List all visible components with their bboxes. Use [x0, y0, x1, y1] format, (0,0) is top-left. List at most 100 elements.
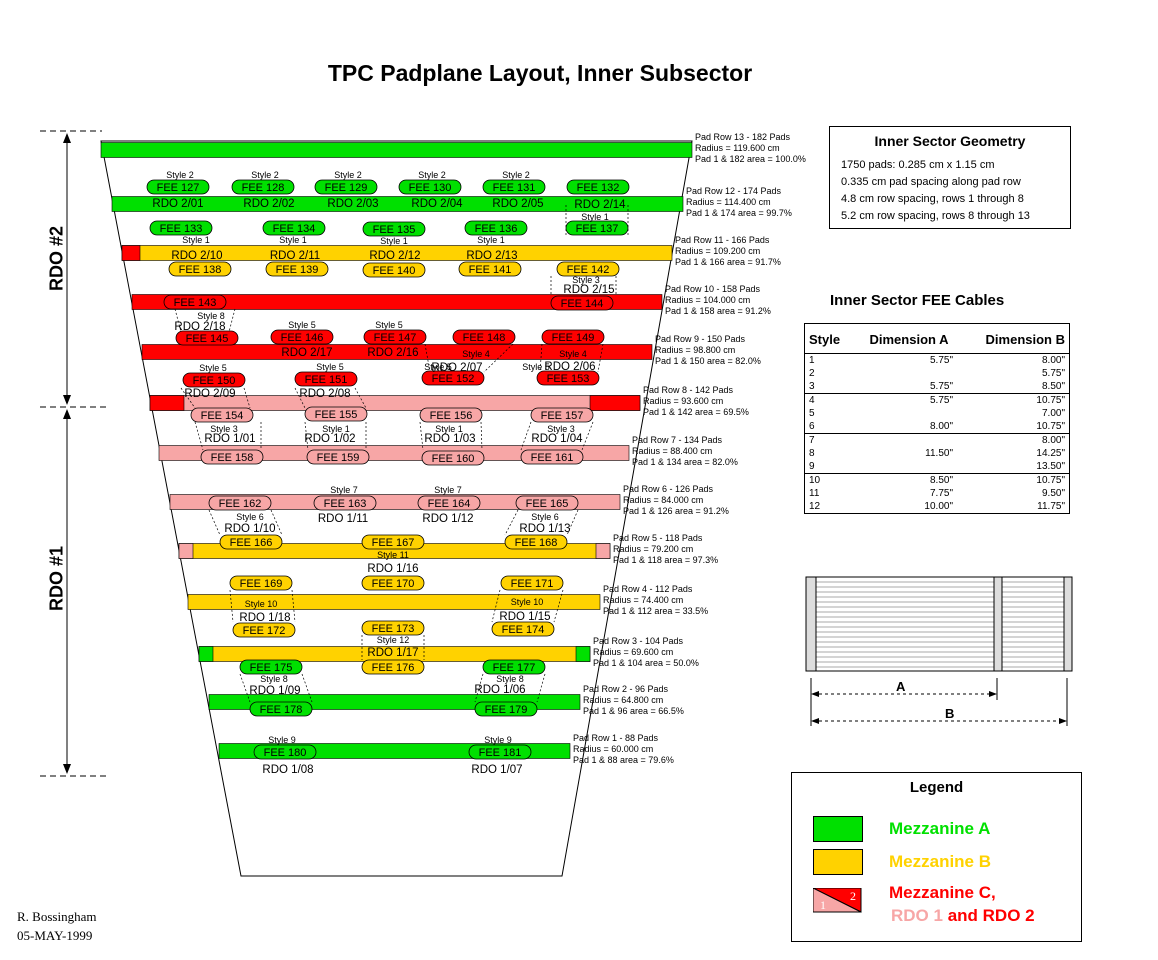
pad-row-right-end [575, 646, 591, 662]
fee-card[interactable]: FEE 166 [219, 534, 283, 550]
fee-card[interactable]: FEE 176 [361, 659, 425, 675]
fee-label: FEE 130 [409, 182, 452, 194]
fee-label: FEE 128 [242, 182, 285, 194]
fee-card[interactable]: FEE 127 [146, 179, 210, 195]
fee-card[interactable]: FEE 131 [482, 179, 546, 195]
fee-link [194, 421, 204, 451]
rdo-label: RDO 1/15 [499, 611, 550, 623]
fee-card[interactable]: FEE 130 [398, 179, 462, 195]
fee-link [243, 387, 251, 409]
rdo2-side-label: RDO #2 [46, 225, 67, 292]
legend-title: Legend [909, 779, 964, 796]
fee-card[interactable]: FEE 162 [208, 495, 272, 511]
legend-swatch-c: 1 2 [813, 888, 862, 913]
style-label: Style 3 [210, 424, 238, 434]
fee-card[interactable]: FEE 167 [361, 534, 425, 550]
fee-card[interactable]: FEE 173 [361, 620, 425, 636]
fee-card[interactable]: FEE 128 [231, 179, 295, 195]
fee-card[interactable]: FEE 144 [550, 295, 614, 311]
fee-card[interactable]: FEE 142 [556, 261, 620, 277]
fee-card[interactable]: FEE 148 [452, 329, 516, 345]
style-label: Style 6 [531, 512, 559, 522]
fee-card[interactable]: FEE 153 [536, 370, 600, 386]
fee-card[interactable]: FEE 155 [304, 406, 368, 422]
fee-card[interactable]: FEE 181 [468, 744, 532, 760]
fee-card[interactable]: FEE 158 [200, 449, 264, 465]
fee-card[interactable]: FEE 134 [262, 220, 326, 236]
fee-card[interactable]: FEE 178 [249, 701, 313, 717]
cables-style: 10 [805, 473, 853, 487]
fee-card[interactable]: FEE 151 [294, 371, 358, 387]
fee-card[interactable]: FEE 180 [253, 744, 317, 760]
fee-card[interactable]: FEE 152 [421, 370, 485, 386]
fee-card[interactable]: FEE 168 [504, 534, 568, 550]
row-info-line: Radius = 60.000 cm [573, 744, 654, 754]
fee-card[interactable]: FEE 161 [520, 449, 584, 465]
legend-and: and [942, 906, 983, 925]
fee-card[interactable]: FEE 143 [163, 294, 227, 310]
fee-card[interactable]: FEE 135 [362, 221, 426, 237]
row-info-11: Pad Row 11 - 166 Pads Radius = 109.200 cm… [675, 235, 781, 268]
fee-card[interactable]: FEE 138 [168, 261, 232, 277]
rdo-label: RDO 1/01 [204, 433, 255, 445]
fee-card[interactable]: FEE 175 [239, 659, 303, 675]
fee-card[interactable]: FEE 141 [458, 261, 522, 277]
style-label: Style 1 [182, 235, 210, 245]
rdo-label: RDO 2/06 [544, 361, 595, 373]
fee-card[interactable]: FEE 154 [190, 407, 254, 423]
fee-card[interactable]: FEE 163 [313, 495, 377, 511]
row-info-line: Pad 1 & 96 area = 66.5% [583, 706, 684, 716]
fee-card[interactable]: FEE 157 [530, 407, 594, 423]
fee-card[interactable]: FEE 150 [182, 372, 246, 388]
fee-card[interactable]: FEE 132 [566, 179, 630, 195]
legend-rdo1: RDO 1 [891, 906, 943, 925]
row-info-line: Pad 1 & 134 area = 82.0% [632, 457, 738, 467]
fee-card[interactable]: FEE 179 [474, 701, 538, 717]
cables-dim-a: 5.75" [853, 393, 965, 407]
fee-card[interactable]: FEE 136 [464, 220, 528, 236]
rdo-label: RDO 2/15 [563, 284, 614, 296]
fee-card[interactable]: FEE 149 [541, 329, 605, 345]
style-label: Style 4 [462, 349, 490, 359]
pad-row-left-end [198, 646, 214, 662]
row-info-line: Radius = 88.400 cm [632, 446, 713, 456]
row-info-line: Pad Row 2 - 96 Pads [583, 684, 669, 694]
row-info-line: Pad Row 13 - 182 Pads [695, 132, 791, 142]
fee-card[interactable]: FEE 165 [515, 495, 579, 511]
fee-card[interactable]: FEE 172 [232, 622, 296, 638]
fee-card[interactable]: FEE 145 [175, 330, 239, 346]
cables-dim-b: 5.75" [1041, 368, 1065, 379]
fee-card[interactable]: FEE 171 [500, 575, 564, 591]
rdo-label: RDO 2/13 [466, 250, 517, 262]
fee-card[interactable]: FEE 170 [361, 575, 425, 591]
rdo-label: RDO 2/02 [243, 198, 294, 210]
fee-label: FEE 169 [240, 578, 283, 590]
cables-style: 3 [809, 381, 815, 392]
fee-link [291, 589, 296, 623]
fee-card[interactable]: FEE 159 [306, 449, 370, 465]
fee-card[interactable]: FEE 139 [265, 261, 329, 277]
rdo-label: RDO 2/16 [367, 347, 418, 359]
geometry-box: Inner Sector Geometry 1750 pads: 0.285 c… [829, 126, 1071, 229]
fee-card[interactable]: FEE 147 [363, 329, 427, 345]
fee-card[interactable]: FEE 133 [149, 220, 213, 236]
cables-style: 9 [809, 461, 815, 472]
cables-dim-a [853, 367, 965, 380]
fee-card[interactable]: FEE 140 [362, 262, 426, 278]
fee-card[interactable]: FEE 137 [565, 220, 629, 236]
style-label: Style 7 [330, 485, 358, 495]
fee-card[interactable]: FEE 146 [270, 329, 334, 345]
fee-card[interactable]: FEE 177 [482, 659, 546, 675]
fee-label: FEE 164 [428, 498, 471, 510]
fee-card[interactable]: FEE 160 [421, 450, 485, 466]
fee-card[interactable]: FEE 164 [417, 495, 481, 511]
fee-card[interactable]: FEE 169 [229, 575, 293, 591]
fee-card[interactable]: FEE 156 [419, 407, 483, 423]
fee-link [270, 509, 283, 536]
fee-card[interactable]: FEE 174 [491, 621, 555, 637]
fee-label: FEE 139 [276, 264, 319, 276]
style-label: Style 1 [435, 424, 463, 434]
fee-card[interactable]: FEE 129 [314, 179, 378, 195]
pad-rows [100, 142, 693, 759]
cables-row: 7 8.00" [805, 433, 1069, 447]
